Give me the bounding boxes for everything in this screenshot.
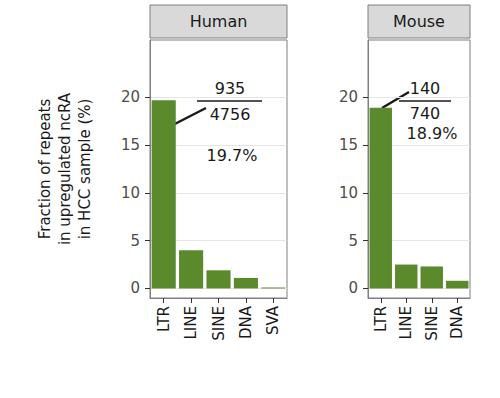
svg-text:Human: Human xyxy=(190,12,248,31)
svg-text:SINE: SINE xyxy=(423,306,441,341)
svg-text:LTR: LTR xyxy=(372,306,390,332)
svg-text:in HCC sample (%): in HCC sample (%) xyxy=(76,99,94,240)
svg-text:DNA: DNA xyxy=(448,305,466,339)
svg-text:935: 935 xyxy=(215,79,246,98)
svg-text:140: 140 xyxy=(410,79,441,98)
svg-text:Fraction of repeats: Fraction of repeats xyxy=(36,99,54,240)
svg-text:in upregulated ncRA: in upregulated ncRA xyxy=(56,92,74,245)
svg-text:LINE: LINE xyxy=(397,306,415,339)
svg-text:SINE: SINE xyxy=(210,306,228,341)
svg-text:0: 0 xyxy=(130,279,140,297)
svg-text:15: 15 xyxy=(121,136,140,154)
svg-text:4756: 4756 xyxy=(210,105,251,124)
svg-text:19.7%: 19.7% xyxy=(207,146,258,165)
svg-text:18.9%: 18.9% xyxy=(407,124,458,143)
svg-text:15: 15 xyxy=(339,136,358,154)
svg-text:10: 10 xyxy=(121,184,140,202)
svg-text:Mouse: Mouse xyxy=(393,12,445,31)
svg-text:20: 20 xyxy=(121,88,140,106)
svg-text:740: 740 xyxy=(410,104,441,123)
svg-text:5: 5 xyxy=(348,232,358,250)
svg-text:10: 10 xyxy=(339,184,358,202)
svg-text:LINE: LINE xyxy=(182,306,200,339)
svg-text:DNA: DNA xyxy=(237,305,255,339)
svg-text:0: 0 xyxy=(348,279,358,297)
svg-text:SVA: SVA xyxy=(264,305,282,335)
svg-text:20: 20 xyxy=(339,88,358,106)
svg-text:LTR: LTR xyxy=(155,306,173,332)
svg-text:5: 5 xyxy=(130,232,140,250)
